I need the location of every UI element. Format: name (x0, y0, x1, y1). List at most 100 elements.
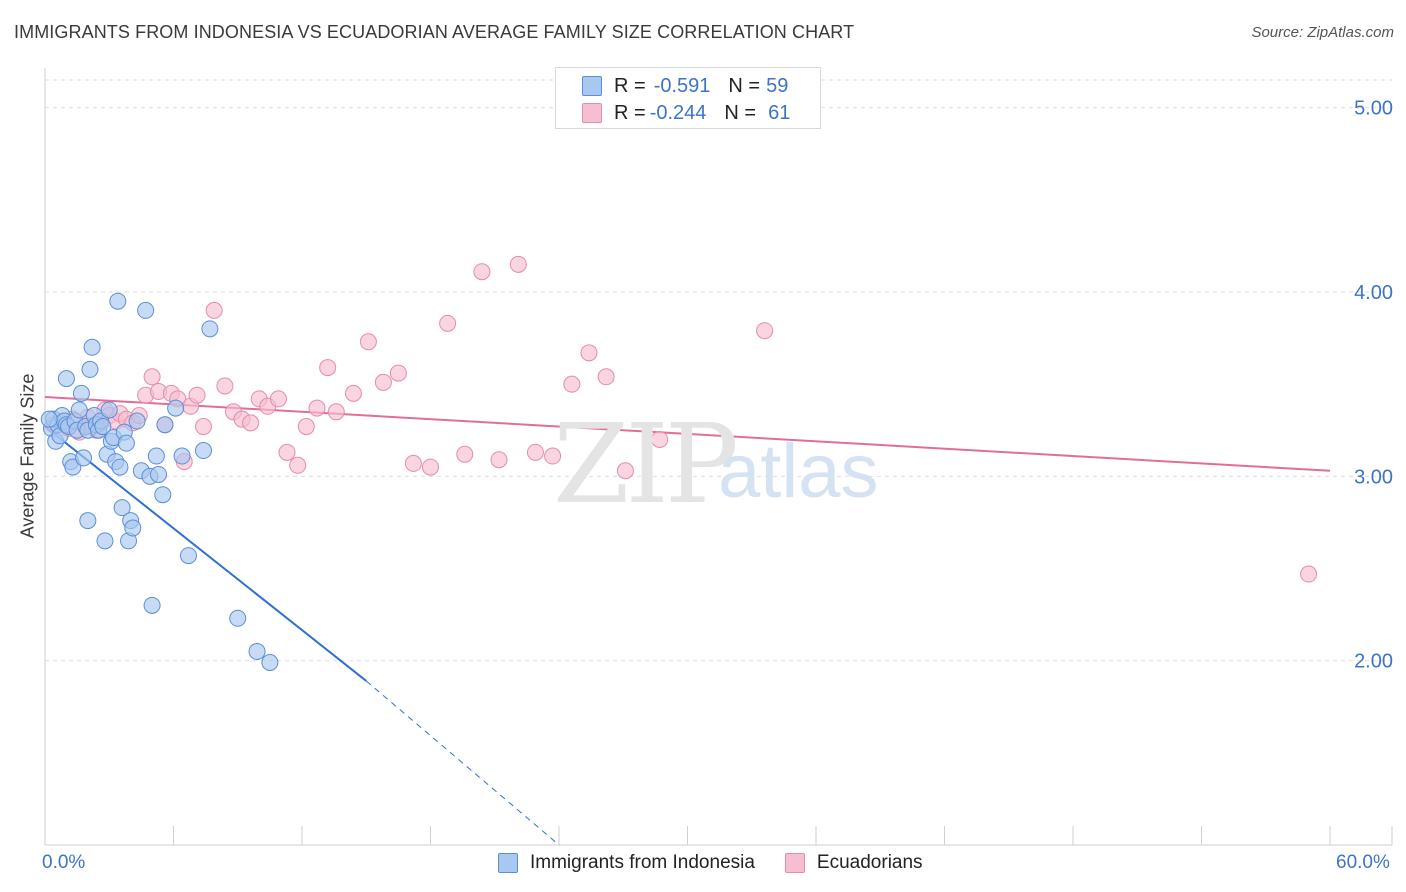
ecuadorian-point (597, 368, 615, 386)
indonesia-point (124, 519, 142, 537)
watermark-zip: ZIP (553, 400, 739, 528)
indonesia-point (75, 449, 93, 467)
ecuadorian-point (216, 377, 234, 395)
source-label: Source: ZipAtlas.com (1251, 24, 1394, 41)
axes (44, 68, 1393, 846)
indonesia-point (137, 301, 155, 319)
indonesia-point (150, 465, 168, 483)
indonesia-point (100, 401, 118, 419)
indonesia-point (156, 416, 174, 434)
bottom-legend-indonesia: Immigrants from Indonesia (530, 852, 755, 873)
ecuadorian-point (308, 399, 326, 417)
bottom-legend: Immigrants from Indonesia Ecuadorians (498, 852, 923, 874)
y-tick-labels: 2.00 3.00 4.00 5.00 (1354, 98, 1393, 673)
ecuadorian-point (404, 454, 422, 472)
indonesia-point (113, 499, 131, 517)
ecuadorian-point (359, 333, 377, 351)
ecuadorian-point (242, 414, 260, 432)
ecuadorian-point (422, 458, 439, 476)
indonesia-point (128, 412, 146, 430)
ecuadorian-point (143, 368, 161, 386)
indonesia-point (70, 401, 88, 419)
y-tick-label: 2.00 (1354, 651, 1393, 673)
indonesia-point (261, 654, 279, 672)
indonesia-point (72, 384, 90, 402)
ecuadorian-trend-line (44, 396, 1331, 472)
stats-legend: R = -0.591 N = 59 R = -0.244 N = 61 (555, 67, 821, 129)
indonesia-point (248, 642, 266, 660)
ecuadorian-point (563, 375, 581, 393)
indonesia-trend-line (44, 425, 367, 682)
y-tick-label: 3.00 (1354, 466, 1393, 488)
legend-row-ecuadorians: R = -0.244 N = 61 (582, 101, 791, 125)
indonesia-point (179, 547, 197, 565)
indonesia-point (201, 320, 219, 338)
indonesia-point (194, 442, 212, 460)
gridlines (45, 79, 1392, 662)
ecuadorian-point (344, 384, 362, 402)
legend-n-label: N = (728, 74, 761, 97)
indonesia-point (111, 458, 129, 476)
indonesia-point (40, 410, 58, 428)
indonesia-point (57, 370, 75, 388)
ecuadorian-point (1300, 565, 1318, 583)
indonesia-point (109, 292, 127, 310)
y-tick-label: 4.00 (1354, 282, 1393, 304)
ecuadorian-point (439, 314, 457, 332)
data-points (40, 255, 1318, 672)
indonesia-point (83, 338, 101, 356)
bottom-legend-swatch-pink (784, 853, 805, 873)
ecuadorian-point (194, 418, 212, 436)
ecuadorian-point (188, 386, 206, 404)
indonesia-point (173, 447, 191, 465)
ecuadorian-point (616, 462, 634, 480)
y-axis-label: Average Family Size (17, 373, 38, 539)
ecuadorian-point (490, 451, 508, 469)
bottom-legend-ecuadorians: Ecuadorians (816, 852, 923, 873)
indonesia-trend-extension (365, 680, 560, 846)
indonesia-point (79, 512, 97, 530)
ecuadorian-point (473, 263, 491, 281)
ecuadorian-point (756, 322, 774, 340)
legend-r-value: -0.244 (649, 101, 707, 124)
legend-r-label: R = (614, 74, 646, 97)
indonesia-point (96, 532, 114, 550)
legend-swatch-blue (582, 76, 602, 96)
ecuadorian-point (526, 443, 544, 461)
bottom-legend-swatch-blue (498, 853, 518, 873)
ecuadorian-point (544, 447, 562, 465)
ecuadorian-point (205, 301, 223, 319)
legend-swatch-pink (582, 103, 602, 123)
x-tick-max: 60.0% (1336, 852, 1390, 873)
ecuadorian-point (327, 403, 345, 421)
legend-n-value: 59 (766, 74, 789, 97)
indonesia-point (229, 609, 247, 627)
trend-lines (44, 396, 1331, 846)
ecuadorian-point (269, 390, 287, 408)
ecuadorian-point (289, 456, 307, 474)
legend-r-value: -0.591 (653, 74, 711, 97)
y-tick-label: 5.00 (1354, 98, 1393, 120)
chart-title: IMMIGRANTS FROM INDONESIA VS ECUADORIAN … (14, 22, 855, 42)
legend-r-label: R = (614, 101, 646, 124)
indonesia-point (117, 434, 135, 452)
indonesia-point (81, 360, 99, 378)
watermark-atlas: atlas (718, 429, 879, 514)
indonesia-point (94, 418, 112, 436)
indonesia-point (167, 399, 185, 417)
ecuadorian-point (580, 344, 598, 362)
ecuadorian-point (651, 430, 669, 448)
indonesia-point (143, 596, 161, 614)
ecuadorian-point (297, 418, 315, 436)
indonesia-point (147, 447, 165, 465)
legend-row-indonesia: R = -0.591 N = 59 (582, 74, 789, 98)
x-tick-min: 0.0% (42, 852, 86, 873)
ecuadorian-point (456, 445, 474, 463)
legend-n-label: N = (724, 101, 757, 124)
legend-n-value: 61 (768, 101, 791, 124)
ecuadorian-point (278, 443, 296, 461)
ecuadorian-point (374, 373, 392, 391)
ecuadorian-point (509, 255, 527, 273)
indonesia-point (154, 486, 172, 504)
